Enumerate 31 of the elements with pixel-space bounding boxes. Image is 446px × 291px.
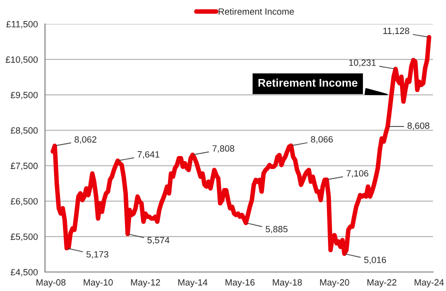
x-tick-label: May-14 bbox=[178, 279, 208, 288]
y-tick-label: £5,500 bbox=[10, 234, 38, 241]
x-tick-label: May-16 bbox=[226, 279, 255, 288]
y-tick-label: £8,500 bbox=[10, 127, 38, 135]
x-tick-label: May-22 bbox=[367, 279, 396, 288]
y-tick-label: £6,500 bbox=[10, 198, 38, 206]
annotation: 8,062 bbox=[74, 136, 96, 144]
x-tick-label: May-10 bbox=[84, 279, 113, 288]
annotation: 7,641 bbox=[138, 151, 160, 159]
x-tick-label: May-12 bbox=[131, 279, 160, 288]
annotation: 7,106 bbox=[346, 170, 368, 178]
annotation: 8,066 bbox=[310, 136, 333, 144]
annotation: 5,885 bbox=[266, 226, 288, 234]
x-tick-label: May-18 bbox=[272, 279, 302, 288]
x-tick-label: May-08 bbox=[36, 279, 66, 288]
x-tick-label: May-24 bbox=[414, 279, 444, 288]
y-tick-label: £11,500 bbox=[6, 20, 38, 28]
annotation: 8,608 bbox=[408, 122, 430, 130]
annotation: Retirement Income bbox=[258, 78, 358, 87]
annotation: 5,574 bbox=[147, 237, 170, 244]
y-tick-label: £9,500 bbox=[10, 92, 38, 100]
legend-label: Retirement Income bbox=[218, 8, 294, 15]
annotation: 11,128 bbox=[383, 28, 410, 36]
y-tick-label: £4,500 bbox=[10, 268, 38, 276]
annotation: 5,173 bbox=[86, 251, 108, 259]
y-tick-label: £7,500 bbox=[10, 162, 38, 170]
x-tick-label: May-20 bbox=[320, 279, 350, 288]
y-tick-label: £10,500 bbox=[6, 56, 38, 64]
annotation: 10,231 bbox=[349, 59, 376, 67]
annotation: 5,016 bbox=[364, 256, 386, 264]
annotation: 7,808 bbox=[212, 145, 234, 153]
